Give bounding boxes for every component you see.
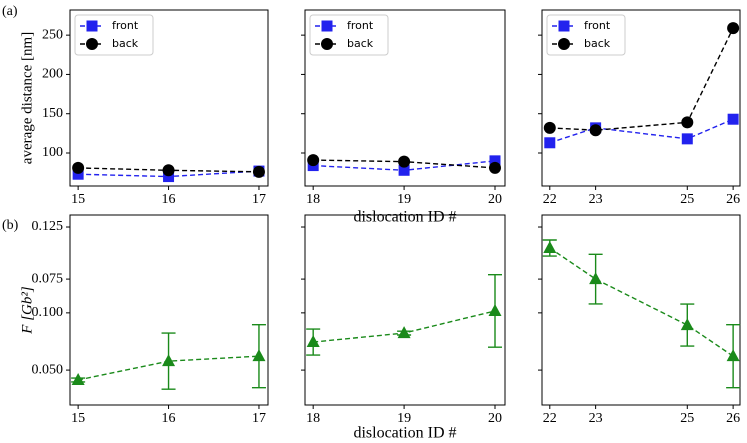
- data-point: [589, 272, 603, 285]
- data-point: [252, 349, 266, 362]
- x-tick-label: 26: [726, 192, 740, 207]
- legend-marker: [86, 38, 98, 50]
- legend-label: front: [584, 19, 611, 32]
- axes-frame: [304, 9, 506, 187]
- panel-label: (b): [2, 218, 19, 233]
- y-tick-label: 100: [42, 145, 63, 160]
- x-tick-label: 20: [488, 411, 502, 426]
- data-point: [589, 124, 602, 137]
- data-point: [398, 155, 411, 168]
- axes-frame: [304, 214, 506, 406]
- x-tick-label: 22: [543, 192, 557, 207]
- y-tick-label: 0.075: [32, 271, 64, 286]
- x-tick-label: 20: [488, 192, 502, 207]
- y-tick-label: 250: [42, 27, 63, 42]
- data-point: [681, 133, 693, 145]
- legend-label: front: [347, 19, 374, 32]
- x-tick-label: 22: [543, 411, 557, 426]
- x-tick-label: 19: [397, 411, 411, 426]
- data-point: [306, 335, 320, 348]
- legend-label: back: [584, 37, 611, 50]
- y-axis-label: average distance [nm]: [19, 32, 35, 164]
- y-tick-label: 0.100: [32, 305, 64, 320]
- axes-frame: [541, 214, 741, 406]
- x-axis-label: dislocation ID #: [353, 209, 456, 226]
- x-tick-label: 17: [252, 192, 266, 207]
- data-point: [72, 161, 85, 174]
- x-tick-label: 18: [306, 192, 320, 207]
- data-point: [72, 168, 84, 180]
- data-point: [726, 349, 740, 362]
- data-point: [71, 373, 85, 386]
- y-tick-label: 0.050: [32, 362, 64, 377]
- legend-marker: [558, 38, 570, 50]
- panel-label: (a): [2, 4, 18, 19]
- data-point: [680, 318, 694, 331]
- y-tick-label: 150: [42, 106, 63, 121]
- series-line: [549, 27, 734, 131]
- data-point: [307, 154, 320, 167]
- series-line: [549, 118, 734, 144]
- x-tick-label: 19: [397, 192, 411, 207]
- y-tick-label: 200: [42, 67, 63, 82]
- data-point: [727, 113, 739, 125]
- x-tick-label: 15: [71, 411, 85, 426]
- x-tick-label: 23: [589, 411, 603, 426]
- y-tick-label: 0.125: [32, 219, 64, 234]
- x-axis-label: dislocation ID #: [353, 425, 456, 442]
- legend-label: back: [112, 37, 139, 50]
- legend-label: back: [347, 37, 374, 50]
- data-point: [252, 165, 265, 178]
- legend-label: front: [112, 19, 139, 32]
- legend-marker: [558, 20, 570, 32]
- data-point: [163, 171, 175, 183]
- data-point: [681, 116, 694, 129]
- legend-marker: [86, 20, 98, 32]
- legend-marker: [321, 20, 333, 32]
- x-tick-label: 26: [726, 411, 740, 426]
- axes-frame: [541, 9, 741, 187]
- data-point: [543, 121, 556, 134]
- data-point: [727, 22, 740, 35]
- x-tick-label: 25: [680, 192, 694, 207]
- x-tick-label: 18: [306, 411, 320, 426]
- data-point: [488, 303, 502, 316]
- data-point: [162, 354, 176, 367]
- series-line: [549, 247, 734, 357]
- y-axis-label: F [Gb²]: [19, 286, 35, 335]
- data-point: [398, 164, 410, 176]
- data-point: [544, 137, 556, 149]
- data-point: [162, 164, 175, 177]
- data-point: [543, 241, 557, 254]
- x-tick-label: 16: [162, 192, 176, 207]
- data-point: [489, 161, 501, 174]
- data-point: [397, 326, 411, 339]
- x-tick-label: 15: [71, 192, 85, 207]
- x-tick-label: 25: [680, 411, 694, 426]
- legend-marker: [321, 38, 333, 50]
- x-tick-label: 23: [589, 192, 603, 207]
- data-point: [489, 155, 501, 167]
- x-tick-label: 16: [162, 411, 176, 426]
- x-tick-label: 17: [252, 411, 266, 426]
